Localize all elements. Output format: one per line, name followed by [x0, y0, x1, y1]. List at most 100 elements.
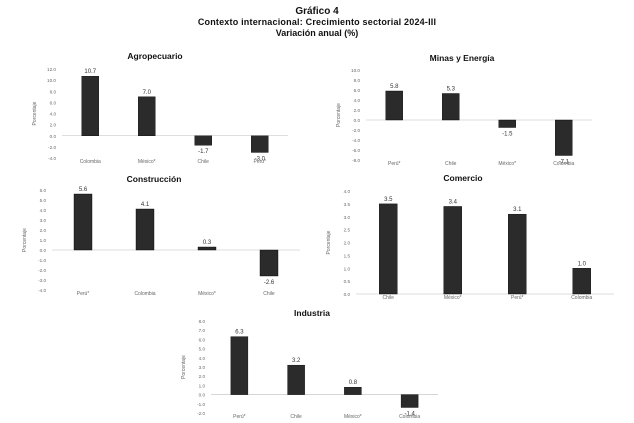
bar [400, 394, 419, 408]
y-tick-label: 3.0 [344, 215, 351, 220]
y-tick-label: 1.0 [344, 266, 351, 271]
bar [572, 268, 591, 295]
y-tick-label: -1.0 [38, 258, 46, 263]
y-tick-label: 5.0 [199, 347, 206, 352]
y-tick-label: -1.0 [197, 402, 205, 407]
data-label: -3.0 [255, 156, 266, 162]
bar [379, 203, 398, 295]
data-label: 5.3 [447, 87, 456, 93]
y-tick-label: 0.0 [50, 134, 57, 139]
bar [230, 336, 249, 395]
y-tick-label: 1.0 [199, 383, 206, 388]
category-label: Perú* [77, 291, 90, 297]
panel-title: Minas y Energía [430, 53, 495, 63]
y-tick-label: 2.0 [199, 374, 206, 379]
y-axis-label: Porcentaje [181, 355, 187, 379]
data-label: 3.1 [513, 207, 522, 213]
y-tick-label: 0.0 [40, 248, 47, 253]
y-tick-label: 10.0 [47, 78, 56, 83]
data-label: 7.0 [143, 90, 152, 96]
y-tick-label: -4.0 [352, 138, 360, 143]
category-label: Chile [383, 295, 395, 301]
y-tick-label: 2.0 [344, 241, 351, 246]
y-tick-label: 4.0 [40, 208, 47, 213]
y-axis-label: Porcentaje [326, 230, 332, 254]
data-label: 6.3 [235, 330, 244, 336]
data-label: -1.5 [502, 132, 513, 138]
y-tick-label: 4.0 [344, 189, 351, 194]
bar [442, 93, 460, 121]
category-label: Colombia [134, 291, 155, 297]
bar [135, 208, 155, 251]
y-tick-label: -2.0 [48, 145, 56, 150]
y-tick-label: 4.0 [354, 98, 361, 103]
category-label: México* [344, 414, 362, 420]
panel-title: Industria [294, 308, 330, 318]
y-tick-label: 1.5 [344, 253, 351, 258]
y-tick-label: 0.0 [199, 393, 206, 398]
category-label: Colombia [571, 295, 592, 301]
bar [251, 135, 269, 153]
bar [498, 119, 516, 128]
data-label: -1.4 [404, 411, 415, 417]
y-tick-label: 2.0 [354, 108, 361, 113]
y-tick-label: 1.0 [40, 238, 47, 243]
y-axis-label: Porcentaje [336, 103, 342, 127]
category-label: Chile [290, 414, 302, 420]
bar [555, 119, 573, 156]
bar [194, 135, 212, 146]
category-label: México* [198, 291, 216, 297]
category-label: Colombia [553, 161, 574, 167]
data-label: 4.1 [141, 202, 150, 208]
y-tick-label: 5.0 [40, 198, 47, 203]
y-tick-label: -4.0 [48, 156, 56, 161]
y-axis-label: Porcentaje [22, 228, 28, 252]
panel-title: Agropecuario [127, 51, 182, 61]
y-tick-label: 0.5 [344, 279, 351, 284]
panel-title: Comercio [443, 173, 482, 183]
y-tick-label: 2.0 [40, 228, 47, 233]
y-tick-label: 3.5 [344, 202, 351, 207]
y-tick-label: 6.0 [40, 188, 47, 193]
data-label: 0.8 [349, 380, 358, 386]
y-axis-label: Porcentaje [32, 101, 38, 125]
category-label: Colombia [80, 159, 101, 165]
y-tick-label: 0.0 [344, 292, 351, 297]
bar [81, 76, 99, 136]
y-tick-label: 8.0 [354, 78, 361, 83]
y-tick-label: -2.0 [38, 268, 46, 273]
panel-title: Construcción [127, 174, 182, 184]
y-tick-label: -3.0 [38, 278, 46, 283]
category-label: Perú* [388, 161, 401, 167]
bar [73, 193, 93, 251]
y-tick-label: 6.0 [354, 88, 361, 93]
figure-header: Gráfico 4 Contexto internacional: Crecim… [0, 6, 634, 39]
y-tick-label: 8.0 [199, 319, 206, 324]
y-tick-label: -8.0 [352, 158, 360, 163]
y-tick-label: 0.0 [354, 118, 361, 123]
y-tick-label: -4.0 [38, 288, 46, 293]
category-label: México* [444, 295, 462, 301]
bar [344, 387, 362, 395]
y-tick-label: 6.0 [50, 100, 57, 105]
bar [508, 213, 527, 295]
figure-title: Gráfico 4 [295, 6, 339, 17]
category-label: Perú* [511, 295, 524, 301]
y-tick-label: 4.0 [199, 356, 206, 361]
y-tick-label: -6.0 [352, 148, 360, 153]
y-tick-label: 3.0 [40, 218, 47, 223]
category-label: Chile [198, 159, 210, 165]
data-label: 5.6 [79, 187, 88, 193]
data-label: 3.4 [449, 199, 458, 205]
figure-subtitle-2: Variación anual (%) [275, 28, 359, 38]
category-label: Colombia [399, 414, 420, 420]
data-label: 5.8 [390, 84, 399, 90]
category-label: Chile [263, 291, 275, 297]
y-tick-label: 2.5 [344, 228, 351, 233]
data-label: 10.7 [84, 69, 96, 75]
bar [443, 206, 462, 295]
y-tick-label: 6.0 [199, 337, 206, 342]
bar [197, 246, 217, 251]
y-tick-label: 3.0 [199, 365, 206, 370]
